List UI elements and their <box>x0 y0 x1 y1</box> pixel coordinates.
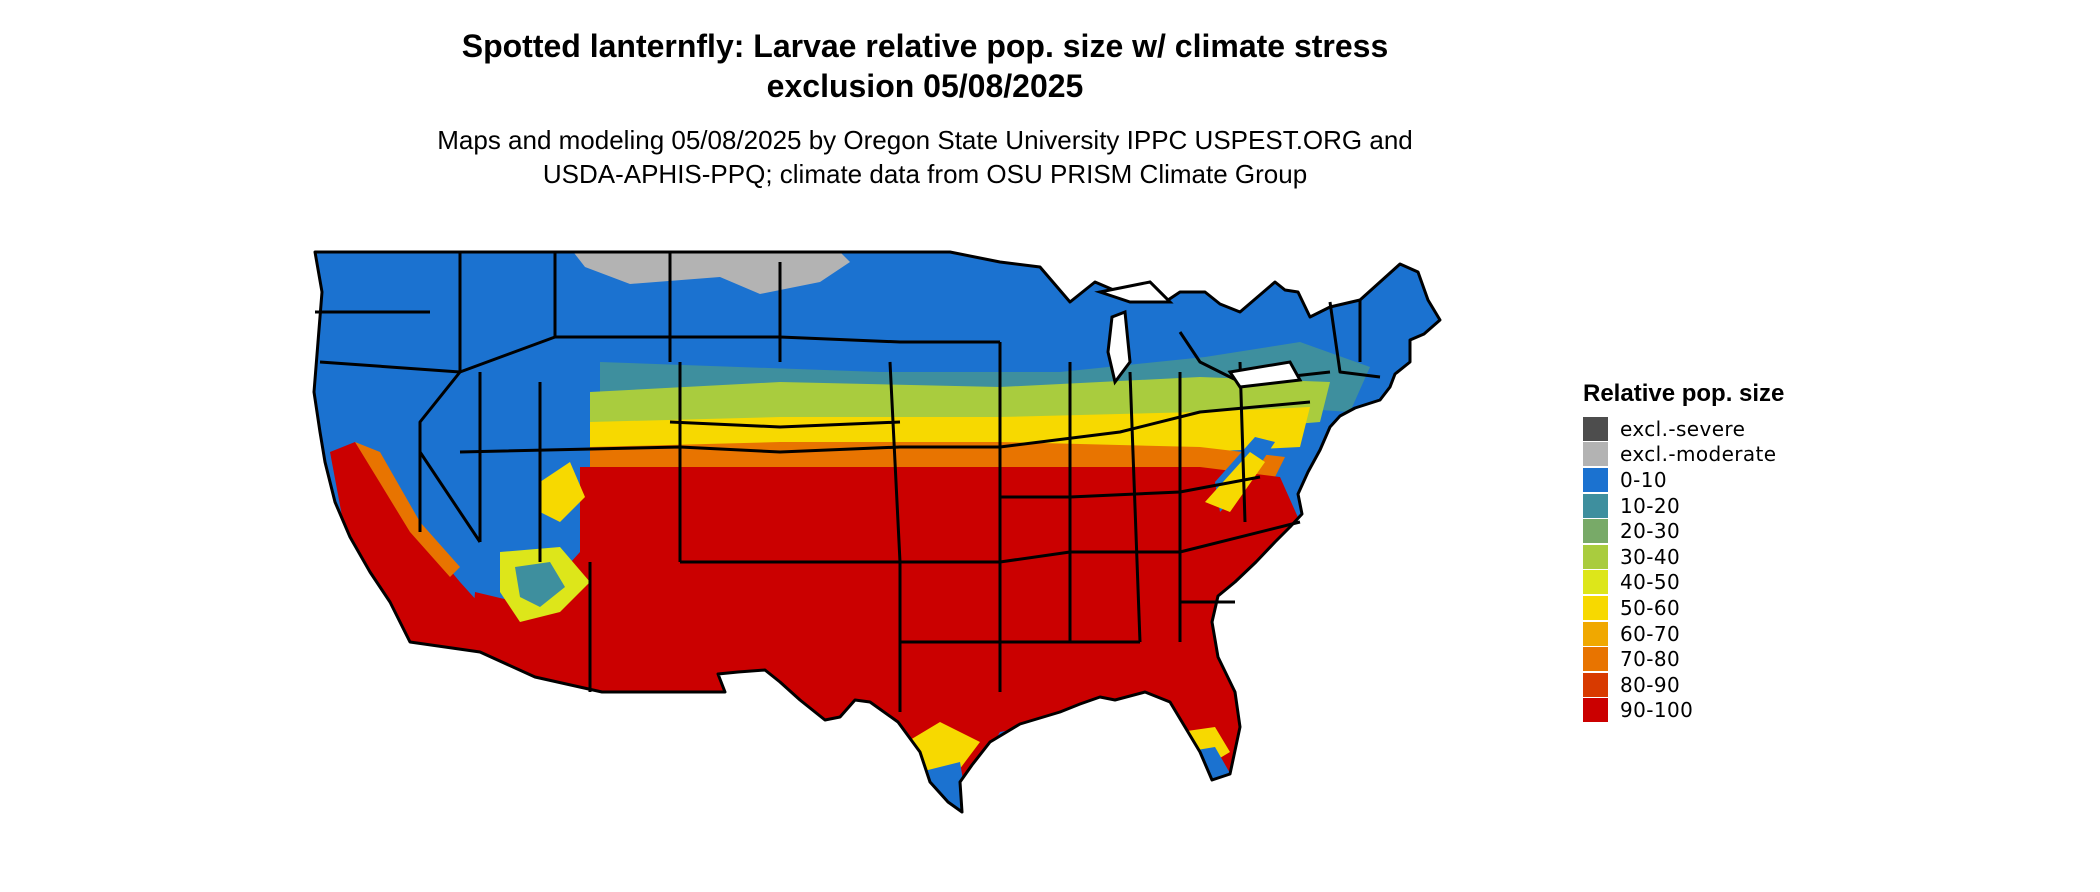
legend-swatch <box>1583 416 1608 441</box>
zone-excl-moderate <box>550 252 850 294</box>
legend-swatch <box>1583 570 1608 595</box>
great-lakes <box>1094 280 1303 389</box>
zone-90-100-california <box>330 442 505 692</box>
legend-swatch <box>1583 544 1608 569</box>
legend-swatch <box>1583 442 1608 467</box>
legend-label: 60-70 <box>1620 621 1681 646</box>
legend-swatch <box>1583 621 1608 646</box>
legend-item: excl.-moderate <box>1583 442 1784 468</box>
legend-swatch <box>1583 595 1608 620</box>
legend-item: 0-10 <box>1583 467 1784 493</box>
zone-50-60-colorado <box>540 462 585 522</box>
legend-label: 10-20 <box>1620 493 1681 518</box>
legend-item: excl.-severe <box>1583 416 1784 442</box>
legend-label: 0-10 <box>1620 467 1667 492</box>
legend-item: 70-80 <box>1583 646 1784 672</box>
legend-label: 80-90 <box>1620 672 1681 697</box>
subtitle-line-2: USDA-APHIS-PPQ; climate data from OSU PR… <box>542 159 1308 189</box>
legend-label: excl.-moderate <box>1620 442 1777 467</box>
legend-swatch <box>1583 519 1608 544</box>
legend-item: 30-40 <box>1583 544 1784 570</box>
legend-swatch <box>1583 493 1608 518</box>
legend-item: 80-90 <box>1583 672 1784 698</box>
map-legend: Relative pop. size excl.-severe excl.-mod… <box>1583 380 1784 723</box>
legend-title: Relative pop. size <box>1583 380 1785 407</box>
legend-label: 40-50 <box>1620 570 1681 595</box>
legend-item: 90-100 <box>1583 698 1784 724</box>
legend-label: 90-100 <box>1620 698 1694 723</box>
us-population-map <box>312 250 1442 814</box>
zone-50-60 <box>590 407 1310 452</box>
suitability-zones <box>314 252 1440 812</box>
zone-10-20-southwest <box>515 562 565 607</box>
title-line-1: Spotted lanternfly: Larvae relative pop.… <box>461 28 1389 64</box>
subtitle-line-1: Maps and modeling 05/08/2025 by Oregon S… <box>437 125 1413 155</box>
map-title: Spotted lanternfly: Larvae relative pop.… <box>0 26 1850 106</box>
zone-90-100 <box>480 467 1300 812</box>
legend-swatch <box>1583 647 1608 672</box>
title-line-2: exclusion 05/08/2025 <box>766 68 1084 104</box>
map-subtitle: Maps and modeling 05/08/2025 by Oregon S… <box>0 123 1850 191</box>
legend-item: 10-20 <box>1583 493 1784 519</box>
legend-label: 50-60 <box>1620 595 1681 620</box>
legend-item: 40-50 <box>1583 570 1784 596</box>
legend-item: 60-70 <box>1583 621 1784 647</box>
legend-item: 20-30 <box>1583 518 1784 544</box>
legend-label: 30-40 <box>1620 544 1681 569</box>
state-boundaries <box>312 250 1442 814</box>
legend-swatch <box>1583 672 1608 697</box>
legend-swatch <box>1583 698 1608 723</box>
legend-label: 20-30 <box>1620 519 1681 544</box>
legend-label: excl.-severe <box>1620 416 1746 441</box>
legend-item: 50-60 <box>1583 595 1784 621</box>
legend-swatch <box>1583 467 1608 492</box>
zone-70-80-california-edge <box>355 442 460 577</box>
legend-items: excl.-severe excl.-moderate 0-10 10-20 20-30… <box>1583 416 1784 723</box>
legend-label: 70-80 <box>1620 647 1681 672</box>
